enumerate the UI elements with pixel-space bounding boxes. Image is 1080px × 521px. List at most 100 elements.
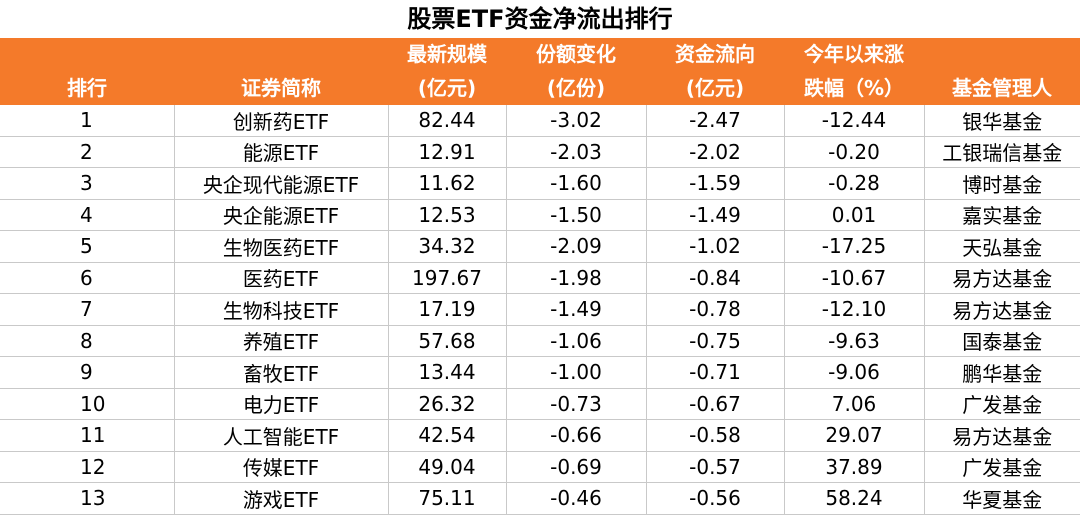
- cell-ytd-change: -0.28: [783, 167, 925, 200]
- cell-fund-manager: 工银瑞信基金: [923, 135, 1080, 168]
- cell-latest-size: 82.44: [387, 104, 507, 137]
- cell-fund-flow: -0.71: [645, 356, 785, 389]
- cell-fund-flow: -0.56: [645, 482, 785, 515]
- cell-fund-manager: 天弘基金: [923, 230, 1080, 263]
- cell-ytd-change: -9.63: [783, 324, 925, 357]
- cell-rank: 9: [0, 356, 175, 389]
- ranking-table: 最新规模 份额变化 资金流向 今年以来涨 排行 证券简称 (亿元) (亿份) (亿元) 跌幅（%…: [0, 38, 1080, 515]
- cell-share-change: -2.03: [505, 135, 647, 168]
- cell-share-change: -0.73: [505, 387, 647, 420]
- cell-rank: 8: [0, 324, 175, 357]
- cell-fund-flow: -0.75: [645, 324, 785, 357]
- table-row: 7 生物科技ETF 17.19 -1.49 -0.78 -12.10 易方达基金: [0, 293, 1080, 326]
- cell-fund-flow: -0.84: [645, 261, 785, 294]
- cell-security-name: 央企现代能源ETF: [173, 167, 389, 200]
- cell-share-change: -3.02: [505, 104, 647, 137]
- cell-ytd-change: 7.06: [783, 387, 925, 420]
- cell-security-name: 生物科技ETF: [173, 293, 389, 326]
- cell-latest-size: 12.53: [387, 198, 507, 231]
- cell-security-name: 生物医药ETF: [173, 230, 389, 263]
- table-row: 13 游戏ETF 75.11 -0.46 -0.56 58.24 华夏基金: [0, 482, 1080, 515]
- table-title: 股票ETF资金净流出排行: [407, 5, 673, 33]
- cell-security-name: 电力ETF: [173, 387, 389, 420]
- cell-ytd-change: 0.01: [783, 198, 925, 231]
- header-rank-row1: [0, 38, 174, 70]
- cell-fund-manager: 华夏基金: [923, 482, 1080, 515]
- table-body: 1 创新药ETF 82.44 -3.02 -2.47 -12.44 银华基金 2 能源ETF 12…: [0, 104, 1080, 515]
- cell-rank: 3: [0, 167, 175, 200]
- cell-share-change: -1.49: [505, 293, 647, 326]
- cell-ytd-change: 37.89: [783, 450, 925, 483]
- cell-latest-size: 12.91: [387, 135, 507, 168]
- cell-share-change: -1.00: [505, 356, 647, 389]
- header-latest-size-row2: (亿元): [388, 70, 506, 105]
- header-fund-flow-row1: 资金流向: [646, 38, 784, 70]
- cell-rank: 10: [0, 387, 175, 420]
- cell-security-name: 创新药ETF: [173, 104, 389, 137]
- cell-rank: 5: [0, 230, 175, 263]
- cell-fund-flow: -0.58: [645, 419, 785, 452]
- header-share-change-row2: (亿份): [506, 70, 646, 105]
- cell-fund-manager: 国泰基金: [923, 324, 1080, 357]
- cell-rank: 13: [0, 482, 175, 515]
- cell-latest-size: 57.68: [387, 324, 507, 357]
- table-row: 8 养殖ETF 57.68 -1.06 -0.75 -9.63 国泰基金: [0, 324, 1080, 357]
- header-fund-flow-row2: (亿元): [646, 70, 784, 105]
- cell-ytd-change: -17.25: [783, 230, 925, 263]
- table-row: 2 能源ETF 12.91 -2.03 -2.02 -0.20 工银瑞信基金: [0, 135, 1080, 168]
- table-header: 最新规模 份额变化 资金流向 今年以来涨 排行 证券简称 (亿元) (亿份) (亿元) 跌幅（%…: [0, 38, 1080, 105]
- table-row: 12 传媒ETF 49.04 -0.69 -0.57 37.89 广发基金: [0, 450, 1080, 483]
- table-row: 10 电力ETF 26.32 -0.73 -0.67 7.06 广发基金: [0, 387, 1080, 420]
- header-rank-row2: 排行: [0, 70, 174, 105]
- cell-ytd-change: -12.44: [783, 104, 925, 137]
- header-ytd-change-row2: 跌幅（%）: [784, 70, 924, 105]
- cell-share-change: -0.66: [505, 419, 647, 452]
- cell-latest-size: 75.11: [387, 482, 507, 515]
- cell-fund-flow: -0.57: [645, 450, 785, 483]
- table-row: 1 创新药ETF 82.44 -3.02 -2.47 -12.44 银华基金: [0, 104, 1080, 137]
- header-fund-manager-row2: 基金管理人: [924, 70, 1080, 105]
- cell-fund-flow: -0.67: [645, 387, 785, 420]
- cell-fund-manager: 广发基金: [923, 387, 1080, 420]
- cell-ytd-change: -10.67: [783, 261, 925, 294]
- cell-fund-manager: 易方达基金: [923, 419, 1080, 452]
- header-security-name-row2: 证券简称: [174, 70, 388, 105]
- cell-rank: 2: [0, 135, 175, 168]
- cell-share-change: -1.50: [505, 198, 647, 231]
- cell-share-change: -1.06: [505, 324, 647, 357]
- cell-fund-flow: -2.02: [645, 135, 785, 168]
- cell-share-change: -0.69: [505, 450, 647, 483]
- cell-rank: 6: [0, 261, 175, 294]
- cell-latest-size: 49.04: [387, 450, 507, 483]
- cell-rank: 7: [0, 293, 175, 326]
- cell-fund-manager: 博时基金: [923, 167, 1080, 200]
- cell-ytd-change: 58.24: [783, 482, 925, 515]
- cell-fund-flow: -1.59: [645, 167, 785, 200]
- cell-rank: 11: [0, 419, 175, 452]
- cell-latest-size: 34.32: [387, 230, 507, 263]
- cell-rank: 1: [0, 104, 175, 137]
- cell-security-name: 人工智能ETF: [173, 419, 389, 452]
- cell-share-change: -0.46: [505, 482, 647, 515]
- cell-latest-size: 197.67: [387, 261, 507, 294]
- cell-fund-manager: 广发基金: [923, 450, 1080, 483]
- table-row: 11 人工智能ETF 42.54 -0.66 -0.58 29.07 易方达基金: [0, 419, 1080, 452]
- cell-ytd-change: -9.06: [783, 356, 925, 389]
- cell-ytd-change: 29.07: [783, 419, 925, 452]
- header-share-change-row1: 份额变化: [506, 38, 646, 70]
- cell-security-name: 养殖ETF: [173, 324, 389, 357]
- table-row: 5 生物医药ETF 34.32 -2.09 -1.02 -17.25 天弘基金: [0, 230, 1080, 263]
- header-fund-manager-row1: [924, 38, 1080, 70]
- cell-security-name: 游戏ETF: [173, 482, 389, 515]
- table-row: 6 医药ETF 197.67 -1.98 -0.84 -10.67 易方达基金: [0, 261, 1080, 294]
- cell-security-name: 医药ETF: [173, 261, 389, 294]
- header-ytd-change-row1: 今年以来涨: [784, 38, 924, 70]
- cell-latest-size: 13.44: [387, 356, 507, 389]
- cell-fund-manager: 易方达基金: [923, 261, 1080, 294]
- cell-fund-flow: -1.02: [645, 230, 785, 263]
- cell-fund-manager: 易方达基金: [923, 293, 1080, 326]
- table-row: 4 央企能源ETF 12.53 -1.50 -1.49 0.01 嘉实基金: [0, 198, 1080, 231]
- cell-security-name: 畜牧ETF: [173, 356, 389, 389]
- cell-share-change: -2.09: [505, 230, 647, 263]
